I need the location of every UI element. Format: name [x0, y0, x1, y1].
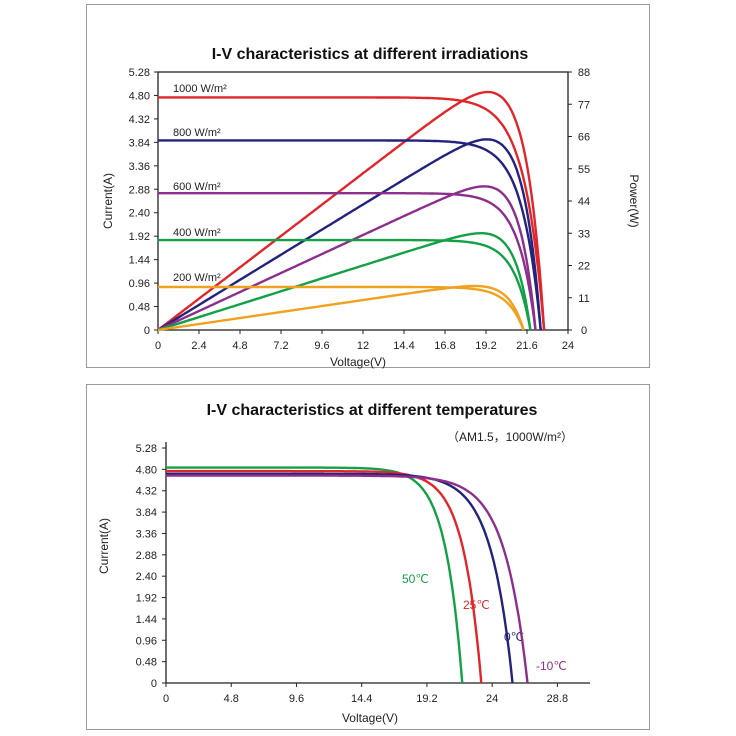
- chart2-y-axis-label: Current(A): [97, 518, 111, 574]
- chart1-y2-tick-label: 22: [578, 261, 590, 273]
- chart2-iv-curve: [166, 474, 529, 684]
- chart1-power-curve: [157, 284, 525, 332]
- chart1-x-axis-label: Voltage(V): [330, 355, 386, 369]
- chart1-y-axis-label: Current(A): [101, 173, 115, 229]
- chart1-y-tick-label: 2.40: [129, 208, 150, 220]
- chart2-x-tick-label: 14.4: [351, 693, 372, 705]
- chart1-y2-tick-label: 77: [578, 99, 590, 111]
- chart2-x-tick-label: 19.2: [416, 693, 437, 705]
- chart2-y-tick-label: 4.80: [136, 464, 157, 476]
- chart2-subtitle: （AM1.5，1000W/m²）: [447, 430, 573, 444]
- chart1-y-tick-label: 0.96: [129, 278, 150, 290]
- chart1-y2-tick-label: 66: [578, 132, 590, 144]
- chart2-x-tick-label: 28.8: [547, 693, 568, 705]
- chart1-x-tick-label: 19.2: [475, 340, 496, 352]
- chart2-series-label: 25℃: [463, 598, 490, 612]
- chart1-x-tick-label: 16.8: [434, 340, 455, 352]
- chart1-y2-tick-label: 11: [578, 293, 589, 305]
- chart1-iv-curve: [158, 285, 525, 331]
- chart2-y-tick-label: 3.84: [136, 507, 157, 519]
- chart2-iv-curve: [166, 469, 483, 684]
- chart1-y-tick-label: 0.48: [129, 302, 150, 314]
- chart1-series-label: 800 W/m²: [173, 127, 221, 139]
- chart1-y-tick-label: 5.28: [129, 67, 150, 79]
- chart1-y-tick-label: 1.92: [129, 231, 150, 243]
- chart1-iv-curve: [158, 238, 532, 331]
- chart1-power-curve: [157, 232, 532, 332]
- chart1-x-tick-label: 24: [562, 340, 574, 352]
- chart1-iv-curve: [158, 139, 542, 331]
- chart1-x-tick-label: 21.6: [516, 340, 537, 352]
- chart1-y2-tick-label: 33: [578, 228, 590, 240]
- chart1-x-tick-label: 12: [357, 340, 369, 352]
- chart1-series-label: 600 W/m²: [173, 181, 221, 193]
- chart1-power-curve: [157, 138, 542, 332]
- chart1-power-curve: [157, 185, 537, 332]
- chart2-y-tick-label: 5.28: [136, 443, 157, 455]
- chart1-x-tick-label: 0: [155, 340, 161, 352]
- chart2-y-tick-label: 1.44: [136, 614, 157, 626]
- chart1-y2-tick-label: 88: [578, 67, 590, 79]
- temperature-panel: [86, 384, 650, 730]
- chart1-y-tick-label: 4.32: [129, 114, 150, 126]
- chart1-y-tick-label: 3.84: [129, 137, 150, 149]
- chart2-iv-curve: [166, 472, 514, 684]
- chart2-x-axis-label: Voltage(V): [342, 711, 398, 725]
- chart2-x-tick-label: 0: [163, 693, 169, 705]
- chart2-iv-curve: [166, 466, 464, 684]
- chart1-iv-curve: [158, 96, 546, 331]
- chart1-y2-axis-label: Power(W): [627, 174, 641, 227]
- chart1-x-tick-label: 14.4: [393, 340, 414, 352]
- chart1-title: I-V characteristics at different irradia…: [212, 46, 529, 63]
- chart2-title: I-V characteristics at different tempera…: [207, 402, 538, 419]
- chart2-y-tick-label: 0.96: [136, 635, 157, 647]
- chart2-series-label: 0℃: [504, 630, 524, 644]
- chart1-x-tick-label: 4.8: [232, 340, 247, 352]
- chart2-y-tick-label: 2.40: [136, 571, 157, 583]
- chart1-y-tick-label: 2.88: [129, 184, 150, 196]
- chart1-y2-tick-label: 0: [581, 325, 587, 337]
- chart2-y-tick-label: 2.88: [136, 550, 157, 562]
- chart1-y-tick-label: 0: [144, 325, 150, 337]
- chart1-series-label: 400 W/m²: [173, 227, 221, 239]
- chart1-y-tick-label: 1.44: [129, 255, 150, 267]
- irradiation-panel: [86, 4, 650, 368]
- chart1-x-tick-label: 9.6: [314, 340, 329, 352]
- chart1-y-tick-label: 3.36: [129, 161, 150, 173]
- chart1-x-tick-label: 2.4: [191, 340, 206, 352]
- chart1-series-label: 1000 W/m²: [173, 83, 227, 95]
- chart1-y-tick-label: 4.80: [129, 90, 150, 102]
- chart1-iv-curve: [158, 192, 537, 331]
- chart2-series-label: -10℃: [536, 659, 567, 673]
- chart1-y2-tick-label: 55: [578, 164, 590, 176]
- chart2-x-tick-label: 4.8: [224, 693, 239, 705]
- chart2-y-tick-label: 0.48: [136, 657, 157, 669]
- chart2-y-tick-label: 4.32: [136, 486, 157, 498]
- chart2-x-tick-label: 9.6: [289, 693, 304, 705]
- chart1-power-curve: [157, 90, 546, 331]
- chart2-x-tick-label: 24: [486, 693, 498, 705]
- chart2-y-tick-label: 0: [151, 678, 157, 690]
- chart2-y-tick-label: 3.36: [136, 528, 157, 540]
- chart1-y2-tick-label: 44: [578, 196, 590, 208]
- chart2-series-label: 50℃: [402, 572, 429, 586]
- chart2-y-tick-label: 1.92: [136, 593, 157, 605]
- chart1-x-tick-label: 7.2: [273, 340, 288, 352]
- chart1-series-label: 200 W/m²: [173, 272, 221, 284]
